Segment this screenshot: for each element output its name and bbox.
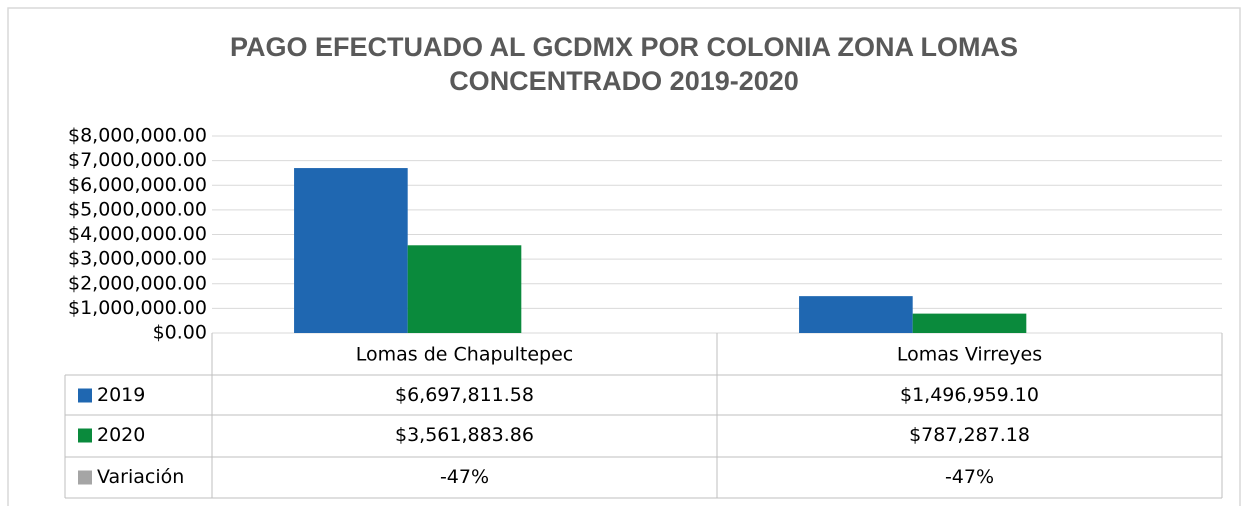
legend-key (78, 470, 92, 485)
y-tick-label: $8,000,000.00 (68, 125, 207, 147)
bar (294, 168, 408, 333)
chart-title: PAGO EFECTUADO AL GCDMX POR COLONIA ZONA… (230, 32, 1018, 96)
data-label: -47% (945, 466, 994, 488)
y-tick-label: $2,000,000.00 (68, 272, 207, 294)
x-tick-label: Lomas Virreyes (897, 344, 1042, 366)
data-label: $787,287.18 (909, 424, 1030, 446)
legend-label: 2020 (97, 424, 145, 446)
bar (799, 296, 913, 333)
chart-border (7, 7, 1241, 506)
data-label: $3,561,883.86 (395, 424, 534, 446)
y-tick-label: $7,000,000.00 (68, 149, 207, 171)
y-tick-label: $5,000,000.00 (68, 198, 207, 220)
y-tick-label: $0.00 (153, 322, 207, 344)
legend-key (78, 428, 92, 443)
legend-label: Variación (97, 466, 184, 488)
data-label: $1,496,959.10 (900, 384, 1039, 406)
y-tick-label: $3,000,000.00 (68, 248, 207, 270)
y-tick-label: $1,000,000.00 (68, 297, 207, 319)
legend-key (78, 388, 92, 403)
bar (912, 313, 1027, 333)
x-tick-label: Lomas de Chapultepec (356, 344, 573, 366)
legend-label: 2019 (97, 384, 145, 406)
y-tick-label: $4,000,000.00 (68, 223, 207, 245)
y-tick-label: $6,000,000.00 (68, 174, 207, 196)
data-label: $6,697,811.58 (395, 384, 534, 406)
data-label: -47% (440, 466, 489, 488)
bar (407, 245, 522, 333)
